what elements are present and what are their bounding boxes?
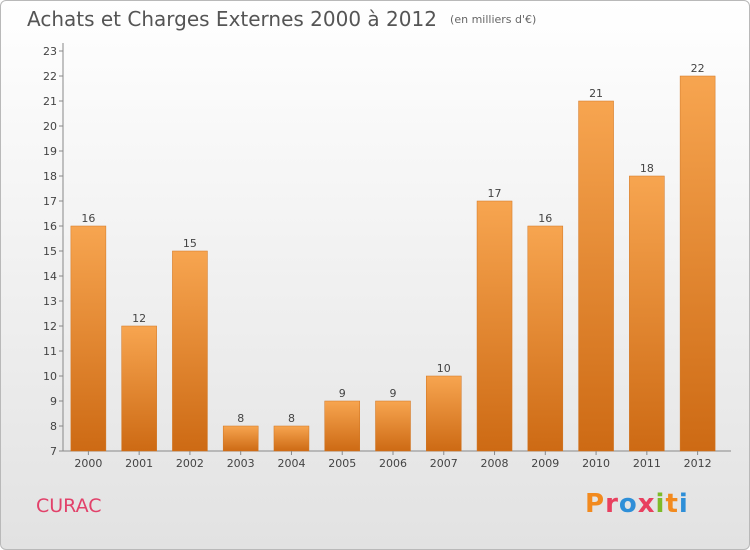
logo-letter: o: [618, 489, 638, 519]
bar-value-label: 17: [488, 187, 502, 200]
y-tick-label: 10: [43, 370, 57, 383]
y-tick-label: 13: [43, 295, 57, 308]
bar-value-label: 16: [81, 212, 95, 225]
proxiti-logo: Proxiti: [585, 489, 689, 519]
bar: [527, 225, 564, 452]
bar-value-label: 9: [339, 387, 346, 400]
bar-value-label: 8: [288, 412, 295, 425]
logo-letter: P: [585, 489, 606, 519]
y-tick-label: 11: [43, 345, 57, 358]
bar: [679, 75, 716, 452]
x-tick-label: 2002: [176, 457, 204, 470]
bar-value-label: 12: [132, 312, 146, 325]
chart-title: Achats et Charges Externes 2000 à 2012: [27, 7, 437, 31]
x-tick-label: 2001: [125, 457, 153, 470]
y-tick-label: 8: [50, 420, 57, 433]
y-tick-label: 12: [43, 320, 57, 333]
bar-value-label: 22: [691, 62, 705, 75]
commune-name: CURAC: [36, 495, 102, 517]
x-tick-label: 2008: [481, 457, 509, 470]
x-tick-label: 2004: [277, 457, 305, 470]
y-tick-label: 17: [43, 195, 57, 208]
logo-letter: r: [605, 489, 619, 519]
chart-subtitle: (en milliers d'€): [450, 13, 537, 26]
logo-letter: t: [665, 489, 679, 519]
y-tick-label: 7: [50, 445, 57, 458]
bar-value-label: 18: [640, 162, 654, 175]
bar-value-label: 21: [589, 87, 603, 100]
bar-value-label: 10: [437, 362, 451, 375]
x-tick-label: 2006: [379, 457, 407, 470]
bar: [324, 400, 360, 452]
bar: [273, 425, 310, 452]
title-row: Achats et Charges Externes 2000 à 2012 (…: [27, 7, 536, 31]
logo-letter: i: [655, 489, 666, 519]
y-tick-label: 18: [43, 170, 57, 183]
bar-value-label: 15: [183, 237, 197, 250]
bar: [426, 375, 462, 452]
x-tick-label: 2009: [531, 457, 559, 470]
x-tick-label: 2005: [328, 457, 356, 470]
bar-value-label: 9: [390, 387, 397, 400]
x-tick-label: 2011: [633, 457, 661, 470]
logo-letter: x: [637, 489, 656, 519]
y-tick-label: 14: [43, 270, 57, 283]
y-tick-label: 21: [43, 95, 57, 108]
x-tick-label: 2000: [74, 457, 102, 470]
bar: [172, 250, 208, 452]
y-tick-label: 22: [43, 70, 57, 83]
bar-value-label: 8: [237, 412, 244, 425]
bar: [375, 400, 411, 452]
bar: [578, 100, 614, 452]
logo-letter: i: [678, 489, 689, 519]
y-tick-label: 15: [43, 245, 57, 258]
bar: [222, 425, 259, 452]
x-tick-label: 2010: [582, 457, 610, 470]
bar-value-label: 16: [538, 212, 552, 225]
y-tick-label: 20: [43, 120, 57, 133]
y-tick-label: 9: [50, 395, 57, 408]
x-tick-label: 2003: [227, 457, 255, 470]
y-tick-label: 19: [43, 145, 57, 158]
bar: [476, 200, 513, 452]
bar: [70, 225, 107, 452]
bar: [629, 175, 665, 452]
x-tick-label: 2012: [684, 457, 712, 470]
bar: [121, 325, 157, 452]
y-tick-label: 23: [43, 45, 57, 58]
x-tick-label: 2007: [430, 457, 458, 470]
y-tick-label: 16: [43, 220, 57, 233]
